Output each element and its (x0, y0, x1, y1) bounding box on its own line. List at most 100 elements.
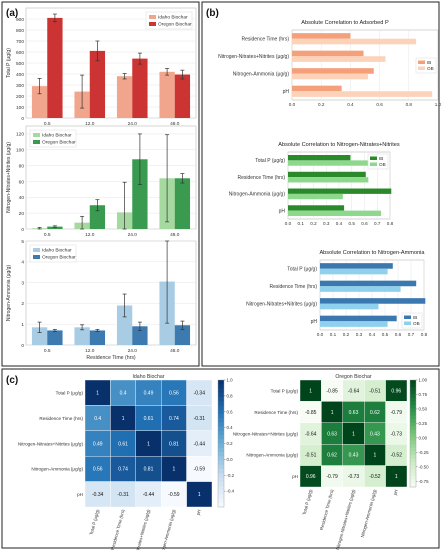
b3-xtick-label: 0.3 (356, 332, 363, 337)
b2-bar-ib (288, 205, 345, 211)
b1-bar-ob (292, 73, 368, 80)
b1-bar-ib (292, 85, 342, 92)
b2-ytick-label: pH (279, 208, 286, 214)
panel-b-frame (201, 1, 440, 367)
a3-bar-idaho (116, 305, 133, 345)
b1-bar-ib (292, 50, 364, 57)
c1-colorbar-segment (218, 396, 224, 402)
a1-xtick-label: 48.0 (170, 121, 180, 127)
b1-bar-ob (292, 56, 386, 62)
b2-bar-ib (288, 171, 366, 178)
a3-xtick-label: 12.0 (85, 348, 95, 354)
b3-bar-ob (320, 286, 401, 292)
b3-xtick-label: 0.0 (317, 332, 324, 337)
b3-xtick-label: 0.6 (395, 332, 402, 337)
c1-colorbar-segment (218, 413, 224, 419)
c2-colorbar-tick-label: 0.75 (419, 392, 428, 397)
c2-colorbar-segment (410, 465, 416, 470)
a1-ytick-label: 800 (16, 28, 24, 34)
c1-colorbar-segment (218, 498, 224, 504)
c2-colorbar-segment (410, 426, 416, 431)
b1-title: Absolute Correlation to Adsorbed P (301, 20, 389, 26)
c2-row-label: Total P (μg/g) (271, 389, 299, 394)
c1-cell-value: -0.34 (194, 391, 206, 397)
c2-colorbar-segment (410, 469, 416, 474)
a3-xtick-label: 24.0 (128, 348, 138, 354)
b3-bar-ob (320, 303, 379, 310)
c1-colorbar-segment (218, 473, 224, 478)
b1-xtick-label: 0.6 (376, 102, 383, 107)
c1-cell (135, 481, 162, 508)
c2-colorbar-segment (410, 422, 416, 427)
c1-cell (186, 405, 213, 431)
c1-col-label: Nitrogen-Ammonia (μg/g) (159, 508, 177, 550)
c2-colorbar-frame (409, 379, 417, 488)
c1-colorbar-segment (218, 409, 224, 415)
b2-ytick-label: Residence Time (hrs) (237, 175, 285, 181)
c1-cell-value: 0.74 (118, 467, 128, 473)
a2-ytick-label: 80 (19, 163, 25, 169)
c1-colorbar-segment (218, 502, 224, 508)
a3-ytick-label: 1 (21, 322, 24, 328)
c2-colorbar-segment (410, 408, 416, 413)
b1-legend-swatch (418, 66, 425, 70)
c2-colorbar-segment (410, 387, 416, 392)
b2-xtick-label: 0.5 (349, 221, 356, 226)
a1-xtick-label: 0.5 (44, 121, 51, 127)
c1-cell (110, 456, 137, 482)
c1-cell-value: 0.61 (118, 441, 128, 447)
a1-ytick-label: 400 (16, 72, 24, 78)
b2-xtick-label: 0.7 (374, 221, 381, 226)
c2-cell-value: -0.64 (305, 431, 317, 437)
a3-ytick-label: 2 (21, 301, 24, 307)
c1-cell-value: -0.44 (143, 492, 155, 498)
a3-bar-oregon (89, 330, 106, 345)
b1-bar-ib (292, 33, 351, 39)
c1-cell-value: 0.49 (144, 391, 154, 397)
c2-cell-value: -0.52 (391, 453, 403, 459)
b3-xtick-label: 0.5 (382, 332, 389, 337)
a3-xlabel: Residence Time (hrs) (86, 355, 136, 361)
c2-cell-value: -0.51 (369, 389, 381, 395)
b2-legend-label: IB (379, 156, 383, 161)
c1-col-label: Total P (μg/g) (89, 508, 101, 535)
c1-cell-value: -0.31 (194, 416, 206, 422)
a3-ytick-label: 0 (21, 343, 24, 349)
c1-cell-value: 1 (147, 441, 150, 447)
a3-ytick-label: 4 (21, 260, 24, 266)
panel-a-frame (1, 1, 200, 367)
c2-col-label: Total P (μg/g) (302, 488, 314, 515)
a2-ytick-label: 60 (19, 179, 25, 185)
a1-bar-oregon (174, 74, 191, 118)
a1-ylabel: Total P (μg/g) (6, 48, 12, 78)
c1-cell-value: -0.31 (117, 492, 129, 498)
a1-ytick-label: 900 (16, 17, 24, 23)
a1-bar-oregon (47, 17, 63, 118)
b3-xtick-label: 0.7 (408, 332, 415, 337)
c2-cell-value: 1 (395, 474, 398, 480)
b3-ytick-label: Residence Time (hrs) (269, 284, 317, 290)
panel-c-frame (1, 368, 440, 549)
c2-cell-value: -0.73 (391, 431, 403, 437)
c2-colorbar-segment (410, 429, 416, 434)
a3-legend-swatch (33, 248, 40, 252)
c1-colorbar-tick-label: 0.8 (227, 393, 234, 398)
a2-bar-oregon (47, 226, 63, 229)
c1-cell (110, 430, 137, 457)
b1-xtick-label: 1.0 (435, 102, 441, 107)
b3-bar-ib (320, 315, 397, 322)
a2-ytick-label: 20 (19, 211, 25, 217)
c2-colorbar-segment (410, 447, 416, 452)
c2-row-label: Residence Time (hrs) (254, 410, 298, 415)
a3-legend-box (29, 244, 77, 263)
c1-cell-value: 0.56 (169, 391, 179, 397)
c1-colorbar-segment (218, 447, 224, 453)
a1-legend-swatch (149, 22, 156, 26)
b3-bar-ob (320, 321, 388, 327)
b2-xtick-label: 0.6 (361, 221, 368, 226)
a2-xtick-label: 12.0 (85, 232, 95, 238)
a2-legend-label: Oregon Biochar (42, 140, 76, 146)
c2-colorbar-tick-label: 0.50 (419, 407, 428, 412)
c1-cell-value: 0.74 (169, 416, 179, 422)
